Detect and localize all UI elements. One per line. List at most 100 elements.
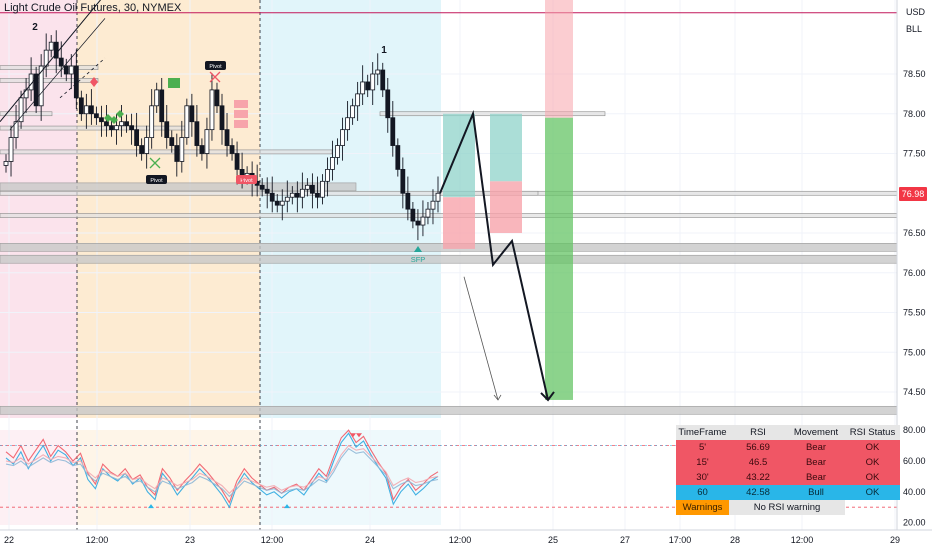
pivot-label: Pivot [240, 178, 253, 184]
stop-zone [443, 197, 475, 249]
rsi-movement: Bear [787, 455, 845, 470]
time-axis[interactable]: 22 12:00 23 12:00 24 12:00 25 27 17:00 28 12:00 29 [4, 535, 900, 545]
candle-body [435, 192, 441, 202]
bull-marker [168, 78, 180, 88]
candle-body [420, 216, 426, 226]
currency-label[interactable]: USD [906, 7, 926, 17]
candle-body [169, 137, 175, 146]
warnings-label: Warnings [676, 500, 729, 515]
candle-body [310, 184, 315, 194]
candle-body [340, 129, 345, 146]
rsi-line [5, 444, 439, 495]
stop-zone [545, 0, 573, 118]
pivot-badge [146, 175, 167, 184]
candle-body [63, 65, 69, 75]
rsi-movement: Bear [787, 470, 845, 485]
time-tick-label: 22 [4, 535, 14, 545]
candle-body [48, 41, 54, 51]
candle-body [3, 161, 9, 166]
projection-arrowhead [540, 391, 555, 402]
rsi-value: 56.69 [729, 440, 787, 455]
trend-line [9, 18, 106, 130]
candle-body [68, 65, 74, 75]
rsi-timeframe: 5' [676, 440, 729, 455]
candle-body [365, 81, 371, 91]
rsi-band-pink [0, 430, 77, 525]
candle-body [395, 145, 401, 170]
rsi-band-cyan [260, 430, 441, 525]
level-line [0, 149, 333, 155]
rsi-row: 15' 46.5 Bear OK [676, 455, 900, 470]
candle-body [269, 192, 275, 202]
rsi-status: OK [845, 455, 900, 470]
candle-body [13, 121, 19, 138]
candle-body [199, 145, 205, 154]
target-zone [545, 117, 573, 400]
price-axis[interactable]: 78.5078.0077.5077.0076.5076.0075.5075.00… [903, 69, 926, 397]
rsi-value: 43.22 [729, 470, 787, 485]
candle-body [33, 73, 39, 107]
rsi-bull-marker [284, 504, 290, 509]
rsi-line [5, 447, 439, 498]
sfp-arrow [414, 246, 422, 252]
rsi-tick-label: 60.00 [903, 456, 926, 466]
candle-body [94, 113, 99, 119]
projection-arrowhead [493, 394, 502, 401]
rsi-pane [0, 429, 897, 509]
rsi-tick-label: 20.00 [903, 518, 926, 528]
candle-body [259, 184, 265, 190]
candle-body [18, 97, 24, 123]
candle-body [224, 129, 230, 146]
candle-body [134, 129, 140, 146]
rsi-axis[interactable]: 80.00 60.00 40.00 20.00 [903, 425, 926, 527]
candle-body [179, 137, 185, 162]
time-tick-label: 28 [730, 535, 740, 545]
candle-body [279, 200, 285, 206]
session-band-orange [77, 0, 260, 418]
rsi-warning-row: Warnings No RSI warning [676, 500, 900, 515]
candle-body [58, 57, 64, 67]
price-tick-label: 77.50 [903, 149, 926, 159]
time-tick-label: 25 [548, 535, 558, 545]
candle-body [274, 200, 280, 206]
wave-label-2: 2 [32, 22, 38, 33]
unit-label[interactable]: BLL [906, 24, 923, 34]
price-tick-label: 76.00 [903, 268, 926, 278]
candle-body [144, 137, 150, 154]
candle-body [264, 188, 270, 194]
candle-body [330, 157, 335, 170]
candle-body [415, 220, 421, 226]
price-tick-label: 78.50 [903, 69, 926, 79]
time-tick-label: 29 [890, 535, 900, 545]
candle-body [229, 145, 235, 154]
rsi-header-status: RSI Status [845, 425, 900, 440]
candle-body [380, 69, 386, 91]
candle-body [154, 89, 160, 107]
candle-body [360, 81, 366, 95]
rsi-bear-marker [350, 433, 362, 438]
rsi-timeframe: 15' [676, 455, 729, 470]
candle-body [214, 89, 220, 107]
target-zone [490, 113, 522, 182]
rsi-row: 5' 56.69 Bear OK [676, 440, 900, 455]
stop-zone [490, 181, 522, 233]
candle-body [119, 121, 124, 127]
level-line [0, 65, 99, 70]
pivot-label: Pivot [209, 64, 222, 70]
candle-body [294, 192, 300, 198]
candles [0, 0, 441, 241]
time-tick-label: 12:00 [791, 535, 814, 545]
position-zones [443, 0, 573, 400]
rsi-line [5, 429, 439, 504]
candle-body [73, 65, 79, 99]
candle-body [164, 121, 170, 138]
candle-body [370, 73, 376, 91]
rsi-value: 42.58 [729, 485, 787, 500]
candle-body [304, 184, 310, 190]
rsi-timeframe: 60 [676, 485, 729, 500]
candle-body [375, 69, 381, 75]
candle-body [189, 105, 195, 123]
candle-body [315, 192, 320, 198]
rsi-movement: Bear [787, 440, 845, 455]
